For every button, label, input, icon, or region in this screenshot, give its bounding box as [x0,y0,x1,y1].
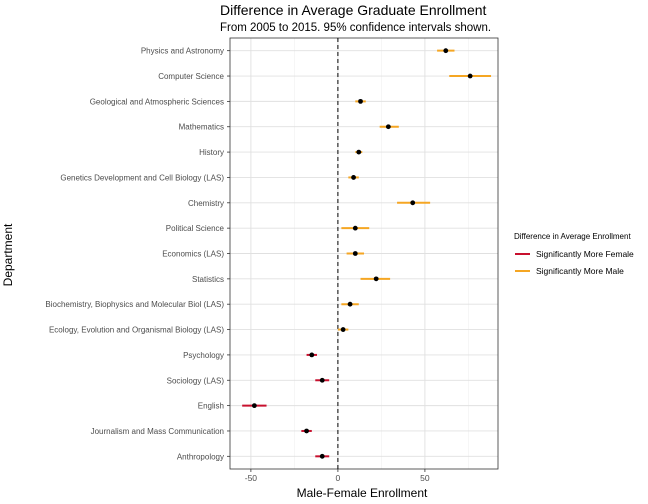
legend: Difference in Average Enrollment Signifi… [514,232,634,276]
y-tick-label: Ecology, Evolution and Organismal Biolog… [49,326,224,335]
plot-panel: Physics and Astronomy Computer Science Geo… [45,37,499,483]
estimate-point [319,377,325,383]
estimate-point [373,276,379,282]
y-tick-label: Sociology (LAS) [167,376,225,385]
x-tick-label: -50 [245,473,258,483]
estimate-point [352,251,358,256]
y-tick-label: Biochemistry, Biophysics and Molecular B… [45,300,224,309]
y-tick-label: Political Science [166,224,225,233]
y-tick-label: Journalism and Mass Communication [91,427,224,436]
y-tick-label: Anthropology [177,452,224,461]
estimate-point [352,225,358,231]
y-tick-label: English [198,402,224,411]
y-tick-label: Geological and Atmospheric Sciences [90,97,224,106]
legend-entry-label: Significantly More Female [536,249,634,259]
estimate-point [251,403,257,409]
estimate-point [351,175,356,180]
y-tick-label: Physics and Astronomy [141,47,224,56]
y-tick-label: Mathematics [179,123,224,132]
y-axis-title: Department [1,223,15,286]
estimate-point [443,48,449,54]
legend-title: Difference in Average Enrollment [514,232,631,241]
chart-title: Difference in Average Graduate Enrollmen… [220,2,487,18]
y-tick-label: Computer Science [158,72,224,81]
estimate-point [356,149,362,155]
estimate-point [319,453,325,459]
estimate-point [358,98,363,104]
estimate-point [309,352,315,358]
x-tick-label: 50 [420,473,430,483]
y-tick-label: Statistics [192,275,224,284]
y-tick-label: History [199,148,224,157]
estimate-point [340,327,346,332]
legend-entry-label: Significantly More Male [536,266,624,276]
estimate-point [410,200,416,206]
x-axis-title: Male-Female Enrollment [297,486,428,500]
y-tick-label: Chemistry [188,199,224,208]
x-tick-label: 0 [336,473,341,483]
chart-subtitle: From 2005 to 2015. 95% confidence interv… [220,22,491,34]
estimate-point [385,124,391,130]
y-tick-label: Genetics Development and Cell Biology (L… [60,173,224,182]
y-tick-label: Psychology [183,351,224,360]
y-tick-label: Economics (LAS) [162,250,224,259]
estimate-point [304,428,309,434]
estimate-point [347,301,353,307]
estimate-point [467,73,473,79]
